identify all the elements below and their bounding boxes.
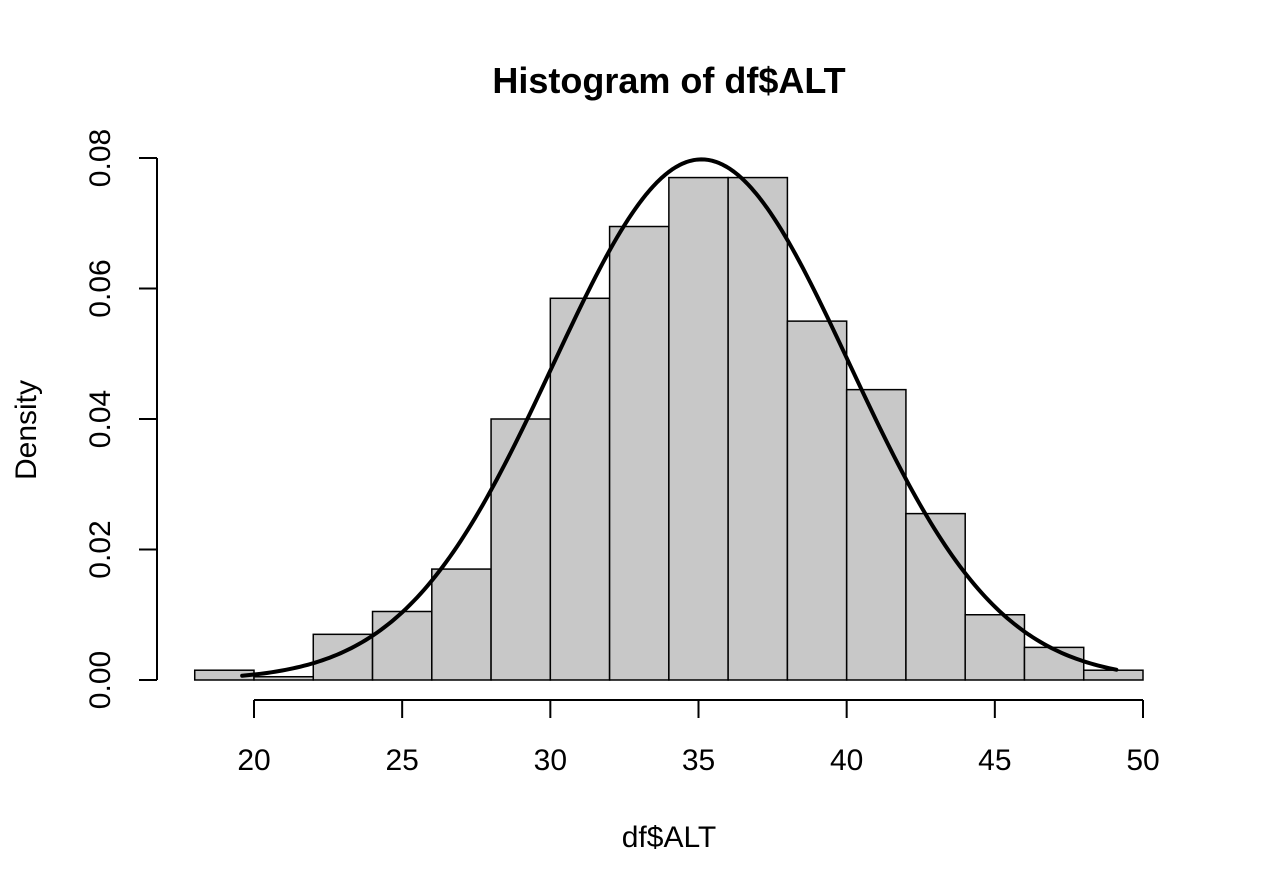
x-axis: 20 25 30 35 40 45 50 <box>237 699 1160 777</box>
x-tick-label: 45 <box>978 744 1011 777</box>
x-tick-label: 40 <box>830 744 863 777</box>
histogram-bar <box>253 675 315 681</box>
y-axis: 0.00 0.02 0.04 0.06 0.08 <box>84 129 158 709</box>
histogram-bar <box>905 512 966 681</box>
x-axis-label: df$ALT <box>622 821 717 854</box>
histogram-bar <box>1082 669 1144 681</box>
chart-title: Histogram of df$ALT <box>492 60 845 101</box>
histogram-bar <box>608 225 670 681</box>
x-tick-label: 20 <box>237 744 270 777</box>
y-tick-label: 0.02 <box>84 520 117 578</box>
normal-density-curve <box>240 157 1119 678</box>
y-tick-label: 0.08 <box>84 129 117 187</box>
histogram-bar <box>1023 646 1085 681</box>
histogram-bar <box>490 418 552 681</box>
x-tick-label: 25 <box>385 744 418 777</box>
histogram-bar <box>786 320 848 681</box>
x-tick-label: 30 <box>534 744 567 777</box>
histogram-bar <box>845 388 907 681</box>
histogram-bar <box>727 176 789 681</box>
histogram-bar <box>431 568 492 681</box>
y-tick-label: 0.00 <box>84 651 117 709</box>
histogram-bar <box>371 610 433 681</box>
y-tick-label: 0.04 <box>84 390 117 448</box>
y-axis-label: Density <box>10 380 43 480</box>
y-tick-label: 0.06 <box>84 259 117 317</box>
x-tick-label: 35 <box>682 744 715 777</box>
x-tick-label: 50 <box>1126 744 1159 777</box>
histogram-bar <box>549 297 611 681</box>
histogram-bar <box>668 176 729 681</box>
bars-group <box>193 176 1144 681</box>
